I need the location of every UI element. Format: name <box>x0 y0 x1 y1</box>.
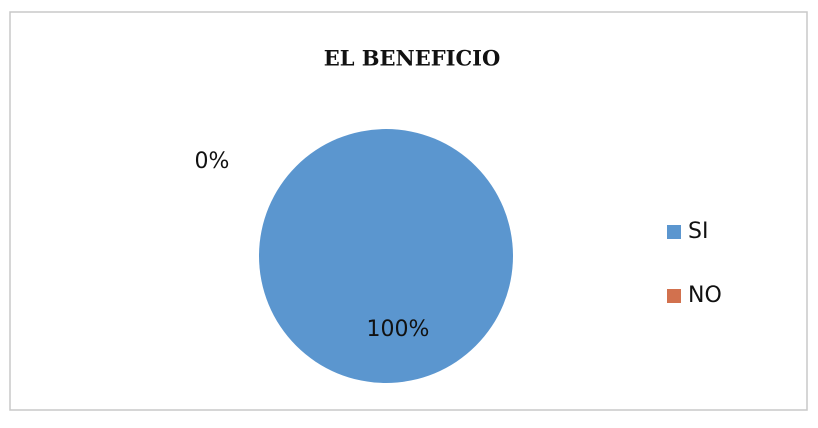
legend-swatch <box>667 289 681 303</box>
legend-label: SI <box>688 219 708 244</box>
legend-label: NO <box>688 283 722 308</box>
chart-title: EL BENEFICIO <box>324 46 501 71</box>
pie-slice <box>259 129 513 383</box>
legend-swatch <box>667 225 681 239</box>
data-label: 100% <box>367 317 430 342</box>
data-label: 0% <box>195 149 230 174</box>
